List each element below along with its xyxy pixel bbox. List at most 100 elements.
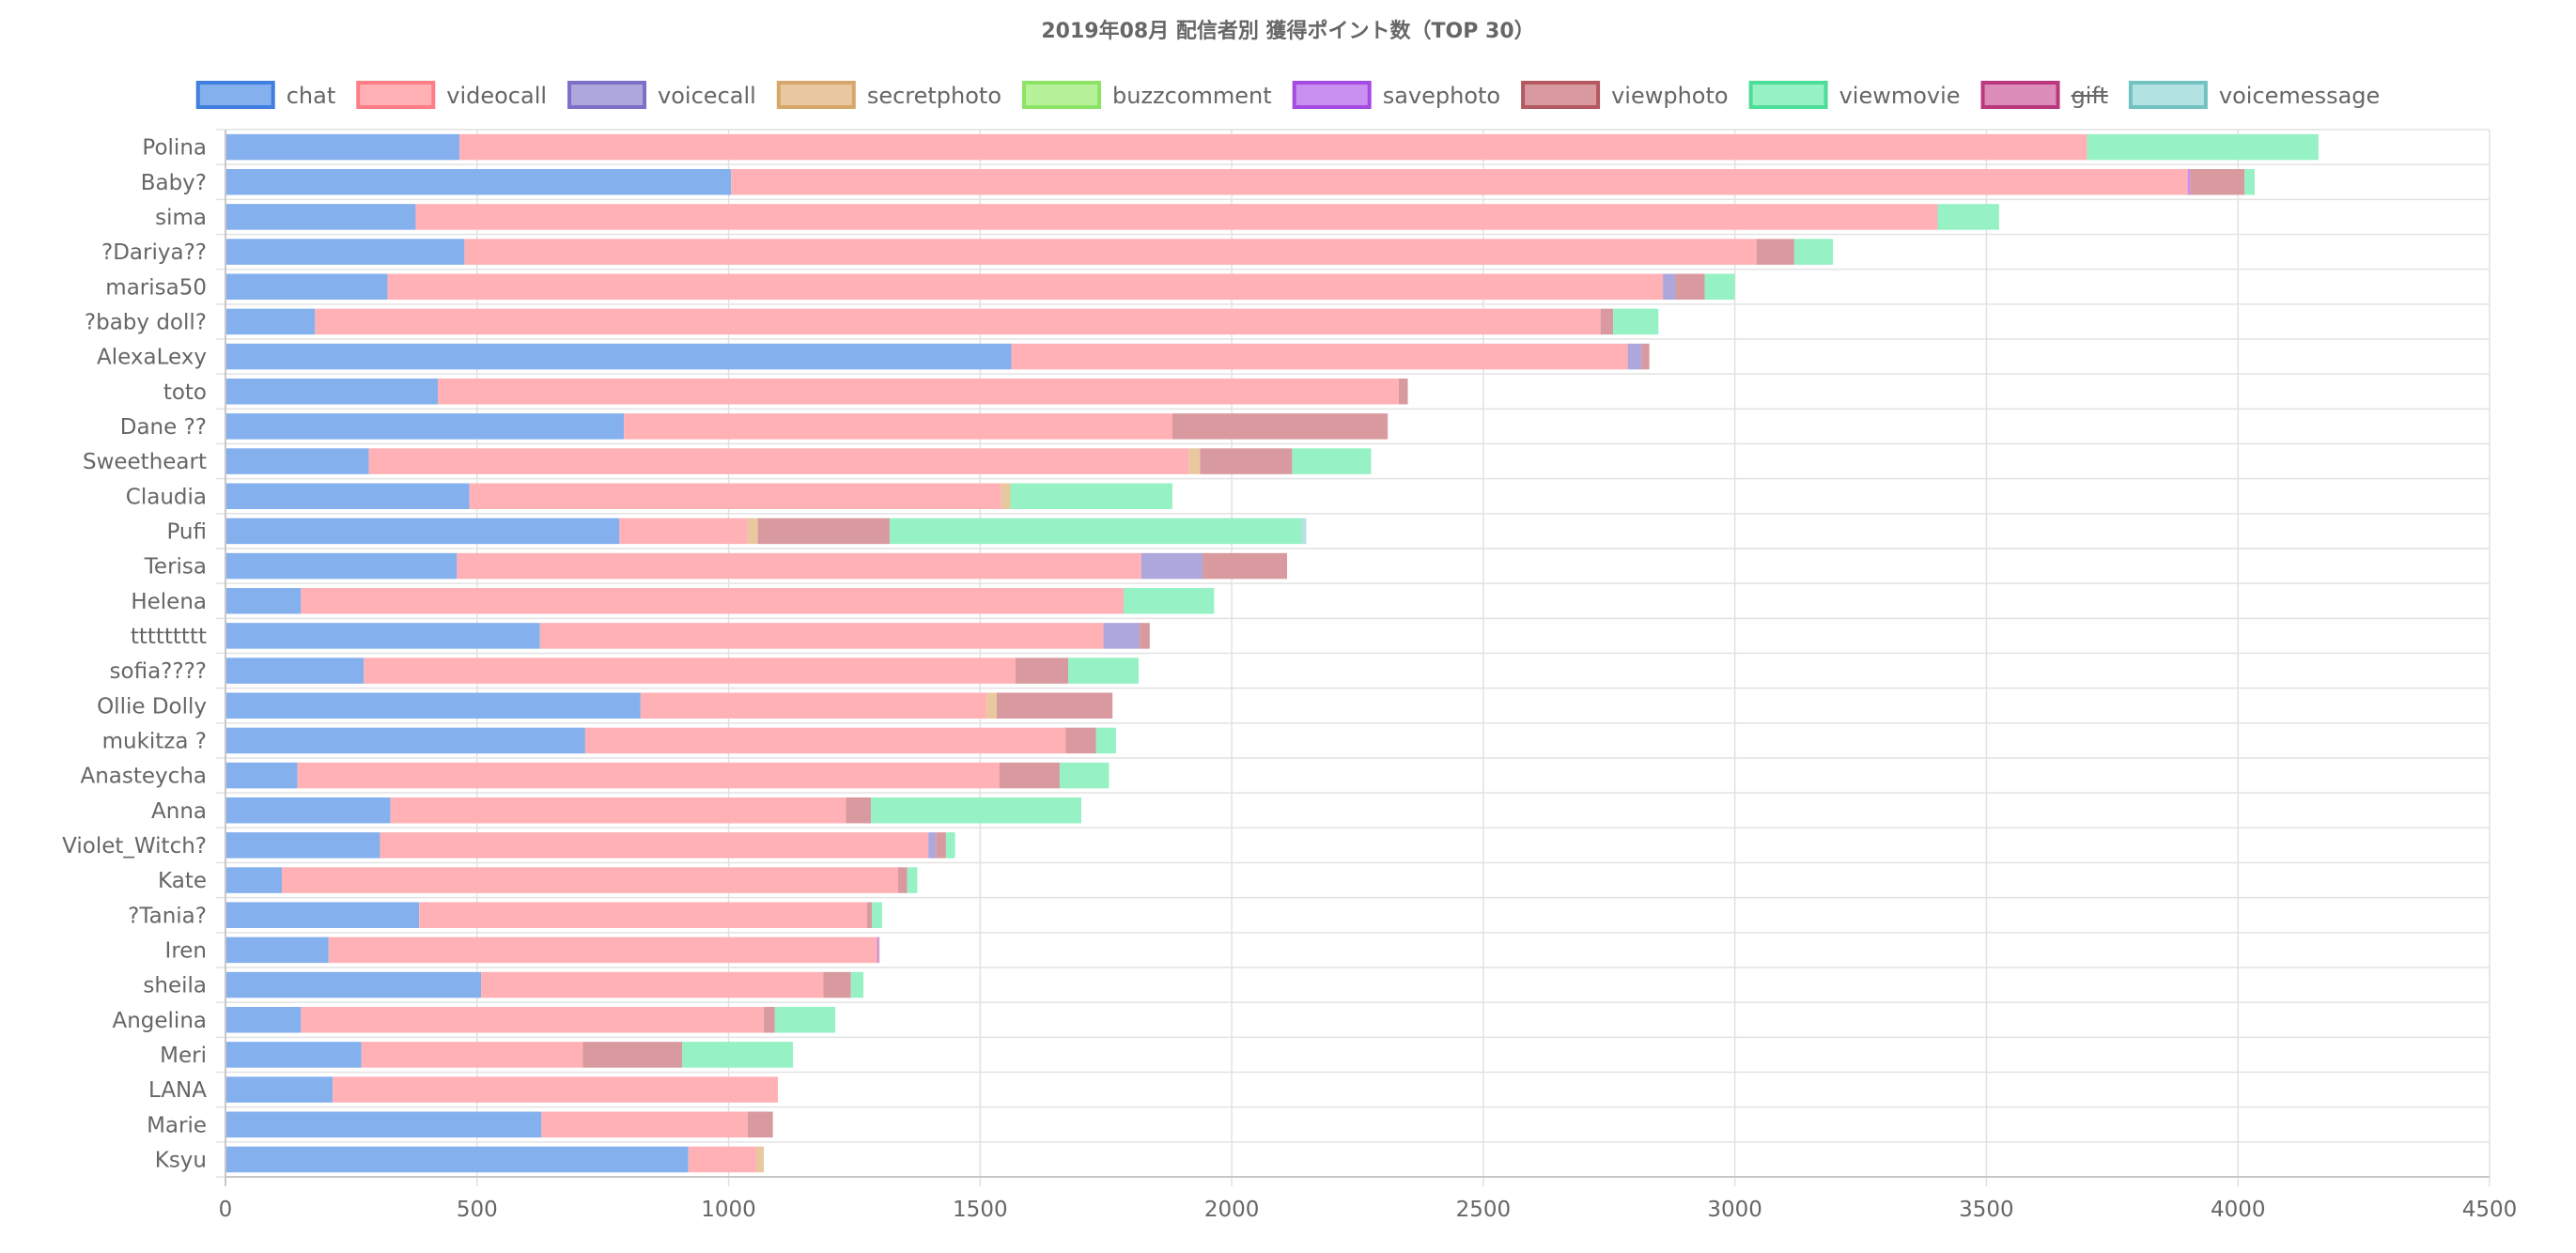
bar-videocall[interactable] xyxy=(415,204,1938,230)
bar-viewphoto[interactable] xyxy=(582,1042,683,1068)
bar-chat[interactable] xyxy=(225,797,391,824)
bar-chat[interactable] xyxy=(225,1006,302,1033)
bar-viewmovie[interactable] xyxy=(1010,483,1172,510)
bar-viewphoto[interactable] xyxy=(764,1006,775,1033)
bar-videocall[interactable] xyxy=(459,133,2087,161)
bar-chat[interactable] xyxy=(225,623,540,649)
bar-viewphoto[interactable] xyxy=(2190,168,2245,195)
legend-item-viewphoto[interactable]: viewphoto xyxy=(1521,81,1729,109)
legend-item-secretphoto[interactable]: secretphoto xyxy=(776,81,1001,109)
bar-chat[interactable] xyxy=(225,692,641,719)
bar-viewmovie[interactable] xyxy=(2087,133,2319,161)
bar-videocall[interactable] xyxy=(315,308,1601,335)
bar-viewphoto[interactable] xyxy=(1398,378,1408,405)
bar-videocall[interactable] xyxy=(297,762,1000,789)
bar-savephoto[interactable] xyxy=(877,936,879,964)
bar-chat[interactable] xyxy=(225,1076,334,1103)
bar-viewphoto[interactable] xyxy=(1140,623,1150,649)
bar-viewmovie[interactable] xyxy=(907,867,918,893)
bar-chat[interactable] xyxy=(225,133,460,161)
bar-viewphoto[interactable] xyxy=(1203,552,1288,580)
bar-viewmovie[interactable] xyxy=(872,902,882,929)
bar-videocall[interactable] xyxy=(457,552,1141,580)
bar-viewphoto[interactable] xyxy=(878,936,880,964)
bar-viewmovie[interactable] xyxy=(682,1042,794,1068)
bar-chat[interactable] xyxy=(225,239,465,265)
bar-viewmovie[interactable] xyxy=(2244,168,2255,195)
bar-viewphoto[interactable] xyxy=(999,762,1060,789)
legend-item-buzzcomment[interactable]: buzzcomment xyxy=(1022,81,1272,109)
bar-videocall[interactable] xyxy=(688,1146,757,1173)
bar-videocall[interactable] xyxy=(281,867,899,893)
bar-viewphoto[interactable] xyxy=(1200,448,1293,474)
bar-viewphoto[interactable] xyxy=(1600,308,1614,335)
bar-videocall[interactable] xyxy=(368,448,1189,474)
bar-viewmovie[interactable] xyxy=(774,1006,836,1033)
bar-chat[interactable] xyxy=(225,1111,542,1138)
bar-chat[interactable] xyxy=(225,378,439,405)
bar-chat[interactable] xyxy=(225,343,1012,370)
bar-videocall[interactable] xyxy=(731,168,2188,195)
bar-chat[interactable] xyxy=(225,273,388,301)
bar-videocall[interactable] xyxy=(364,657,1016,684)
bar-viewphoto[interactable] xyxy=(1641,343,1650,370)
legend-item-viewmovie[interactable]: viewmovie xyxy=(1748,81,1961,109)
bar-videocall[interactable] xyxy=(584,727,1066,754)
bar-viewmovie[interactable] xyxy=(850,971,864,998)
bar-viewmovie[interactable] xyxy=(871,797,1081,824)
bar-viewphoto[interactable] xyxy=(747,1111,773,1138)
bar-chat[interactable] xyxy=(225,867,282,893)
bar-voicecall[interactable] xyxy=(1627,343,1642,370)
bar-viewphoto[interactable] xyxy=(846,797,872,824)
bar-viewmovie[interactable] xyxy=(889,518,1302,545)
bar-chat[interactable] xyxy=(225,1042,362,1068)
bar-videocall[interactable] xyxy=(481,971,824,998)
bar-viewmovie[interactable] xyxy=(1292,448,1372,474)
bar-chat[interactable] xyxy=(225,448,369,474)
bar-viewmovie[interactable] xyxy=(945,832,955,859)
bar-videocall[interactable] xyxy=(469,483,1001,510)
bar-viewmovie[interactable] xyxy=(1095,727,1116,754)
bar-videocall[interactable] xyxy=(464,239,1757,265)
bar-chat[interactable] xyxy=(225,483,470,510)
bar-chat[interactable] xyxy=(225,308,316,335)
legend-item-voicecall[interactable]: voicecall xyxy=(567,81,756,109)
bar-viewphoto[interactable] xyxy=(823,971,851,998)
bar-chat[interactable] xyxy=(225,971,482,998)
bar-voicecall[interactable] xyxy=(1103,623,1141,649)
bar-videocall[interactable] xyxy=(419,902,867,929)
bar-voicecall[interactable] xyxy=(928,832,937,859)
legend-item-chat[interactable]: chat xyxy=(195,81,336,109)
bar-viewphoto[interactable] xyxy=(866,902,873,929)
bar-viewmovie[interactable] xyxy=(1068,657,1140,684)
bar-chat[interactable] xyxy=(225,727,585,754)
bar-videocall[interactable] xyxy=(328,936,877,964)
bar-secretphoto[interactable] xyxy=(1001,483,1011,510)
bar-chat[interactable] xyxy=(225,1146,689,1173)
bar-videocall[interactable] xyxy=(380,832,929,859)
bar-chat[interactable] xyxy=(225,902,420,929)
bar-secretphoto[interactable] xyxy=(747,518,758,545)
bar-viewmovie[interactable] xyxy=(1613,308,1659,335)
bar-chat[interactable] xyxy=(225,518,620,545)
bar-secretphoto[interactable] xyxy=(986,692,998,719)
bar-secretphoto[interactable] xyxy=(1188,448,1201,474)
bar-videocall[interactable] xyxy=(640,692,987,719)
bar-chat[interactable] xyxy=(225,168,732,195)
bar-viewphoto[interactable] xyxy=(1015,657,1069,684)
bar-videocall[interactable] xyxy=(438,378,1399,405)
bar-videocall[interactable] xyxy=(301,587,1124,614)
bar-viewphoto[interactable] xyxy=(1065,727,1096,754)
bar-videocall[interactable] xyxy=(301,1006,765,1033)
bar-videocall[interactable] xyxy=(624,413,1172,440)
bar-chat[interactable] xyxy=(225,413,625,440)
bar-viewphoto[interactable] xyxy=(1756,239,1794,265)
bar-videocall[interactable] xyxy=(387,273,1664,301)
legend-item-voicemessage[interactable]: voicemessage xyxy=(2128,81,2380,109)
chart-legend[interactable]: chat videocall voicecall secretphoto buzzcom… xyxy=(195,81,2381,109)
bar-chat[interactable] xyxy=(225,204,416,230)
legend-item-gift[interactable]: gift xyxy=(1980,81,2108,109)
bar-viewmovie[interactable] xyxy=(1704,273,1735,301)
bar-viewmovie[interactable] xyxy=(1793,239,1834,265)
bar-viewphoto[interactable] xyxy=(757,518,890,545)
